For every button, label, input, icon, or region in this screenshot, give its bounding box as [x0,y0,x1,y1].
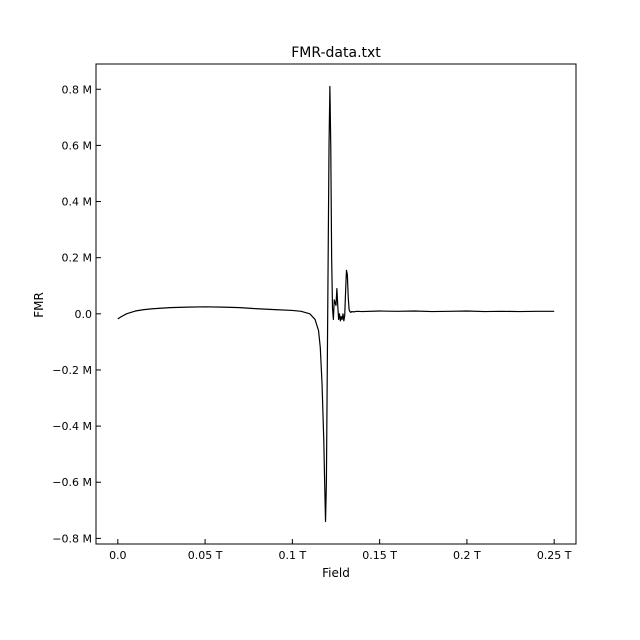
x-tick-label-3: 0.15 T [362,549,397,562]
y-tick-label-8: −0.8 M [52,532,92,545]
y-tick-label-2: 0.4 M [62,196,92,209]
x-tick-label-1: 0.05 T [188,549,223,562]
x-tick-label-2: 0.1 T [279,549,307,562]
y-tick-label-4: 0.0 [75,308,93,321]
x-tick-label-4: 0.2 T [453,549,481,562]
y-axis-ticks: 0.8 M 0.6 M 0.4 M 0.2 M 0.0 −0.2 M −0.4 M −0.6 … [52,83,101,545]
y-tick-label-3: 0.2 M [62,252,92,265]
x-tick-label-5: 0.25 T [537,549,572,562]
y-tick-label-1: 0.6 M [62,139,92,152]
x-tick-label-0: 0.0 [109,549,127,562]
series-line-0 [117,85,555,523]
y-tick-label-5: −0.2 M [52,364,92,377]
plot-layer [117,85,555,523]
x-axis-label: Field [322,566,350,580]
y-tick-label-6: −0.4 M [52,420,92,433]
y-tick-label-7: −0.6 M [52,476,92,489]
y-axis-label: FMR [32,292,46,318]
x-axis-ticks: 0.0 0.05 T 0.1 T 0.15 T 0.2 T 0.25 T [109,539,572,562]
y-tick-label-0: 0.8 M [62,83,92,96]
chart-title: FMR-data.txt [291,45,381,61]
plot-frame [95,63,577,545]
